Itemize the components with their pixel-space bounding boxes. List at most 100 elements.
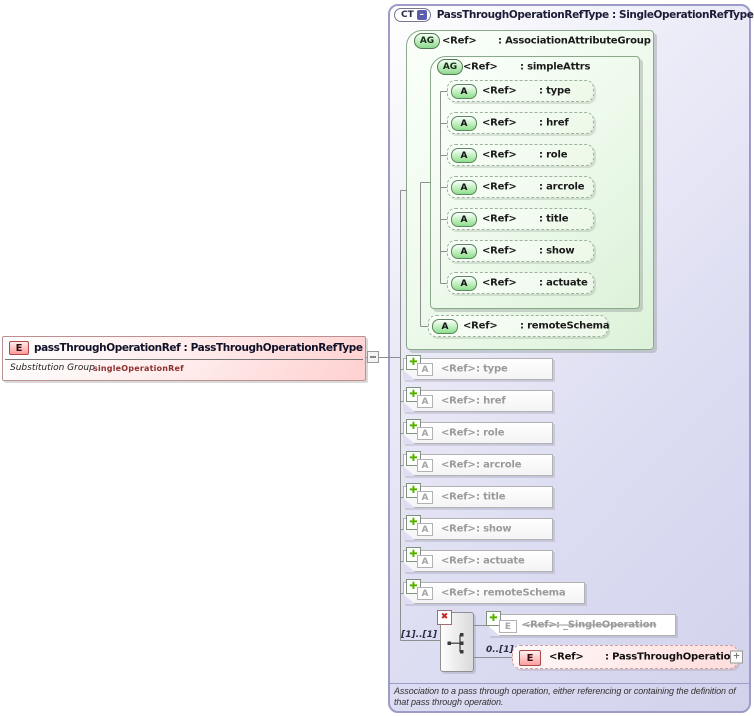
attribute-badge: A	[451, 276, 477, 291]
attr-name: : actuate	[539, 277, 588, 289]
complex-type-badge-label: CT	[401, 10, 414, 20]
element-row-pass-through-operation[interactable]: E <Ref> : PassThroughOperation +	[512, 645, 743, 669]
substitution-group-value: singleOperationRef	[93, 364, 184, 373]
element-row-single-operation[interactable]: ✚ E <Ref> : _SingleOperation	[486, 611, 676, 636]
ref-label: <Ref>	[441, 459, 476, 471]
ref-label: <Ref>	[463, 320, 498, 332]
local-attr-row-role[interactable]: ✚ A <Ref> : role	[403, 419, 553, 444]
ref-label: <Ref>	[441, 427, 476, 439]
attribute-badge: A	[451, 84, 477, 99]
complex-type-title: PassThroughOperationRefType : SingleOper…	[436, 9, 754, 21]
attr-name: : type	[476, 363, 508, 375]
fold-corner	[403, 562, 415, 572]
ref-label: <Ref>	[482, 245, 517, 257]
ref-label: <Ref>	[482, 85, 517, 97]
local-attr-row-show[interactable]: ✚ A <Ref> : show	[403, 515, 553, 540]
ref-label: <Ref>	[441, 587, 476, 599]
attribute-badge: A	[432, 319, 458, 334]
simple-attrs-header[interactable]: AG <Ref> : simpleAttrs	[430, 58, 638, 76]
element-name: : _SingleOperation	[556, 619, 657, 631]
attribute-badge: A	[451, 244, 477, 259]
attr-row-remote-schema[interactable]: A <Ref> : remoteSchema	[428, 315, 610, 337]
ref-label: <Ref>	[522, 619, 557, 631]
local-attr-row-arcrole[interactable]: ✚ A <Ref> : arcrole	[403, 451, 553, 476]
element-badge: E	[519, 650, 541, 666]
attr-name: : arcrole	[476, 459, 522, 471]
attribute-badge: A	[417, 459, 433, 472]
ref-label: <Ref>	[441, 523, 476, 535]
local-attr-row-actuate[interactable]: ✚ A <Ref> : actuate	[403, 547, 553, 572]
attribute-badge: A	[451, 148, 477, 163]
attribute-badge: A	[451, 212, 477, 227]
ref-label: <Ref>	[482, 181, 517, 193]
ref-label: <Ref>	[482, 117, 517, 129]
cardinality-choice: [1]..[1]	[401, 630, 437, 640]
attr-name: : actuate	[476, 555, 525, 567]
attribute-group-name: : AssociationAttributeGroup	[498, 35, 651, 47]
fold-corner	[403, 370, 415, 380]
attr-row-href[interactable]: A <Ref> : href	[447, 112, 594, 134]
fold-corner	[403, 498, 415, 508]
substitution-group-label: Substitution Group	[10, 363, 95, 373]
local-attr-row-type[interactable]: ✚ A <Ref> : type	[403, 355, 553, 380]
attr-row-actuate[interactable]: A <Ref> : actuate	[447, 272, 594, 294]
attribute-badge: A	[417, 491, 433, 504]
attr-name: : type	[539, 85, 571, 97]
choice-compositor[interactable]: ✖	[437, 610, 474, 672]
collapse-icon[interactable]: –	[416, 10, 427, 20]
attr-name: : href	[539, 117, 569, 129]
local-attr-row-title[interactable]: ✚ A <Ref> : title	[403, 483, 553, 508]
attr-name: : remoteSchema	[476, 587, 566, 599]
attr-row-type[interactable]: A <Ref> : type	[447, 80, 594, 102]
attr-name: : title	[539, 213, 569, 225]
ref-label: <Ref>	[441, 555, 476, 567]
attribute-badge: A	[417, 427, 433, 440]
element-title: passThroughOperationRef : PassThroughOpe…	[34, 342, 363, 354]
cardinality-pass-through: 0..[1]	[486, 645, 514, 655]
attr-name: : arcrole	[539, 181, 585, 193]
fold-corner	[403, 530, 415, 540]
element-box[interactable]: E passThroughOperationRef : PassThroughO…	[2, 336, 366, 381]
simple-attrs-name: : simpleAttrs	[520, 61, 591, 73]
attr-name: : role	[476, 427, 505, 439]
attr-row-title[interactable]: A <Ref> : title	[447, 208, 594, 230]
attr-row-show[interactable]: A <Ref> : show	[447, 240, 594, 262]
fold-corner	[403, 434, 415, 444]
ref-label: <Ref>	[441, 395, 476, 407]
fold-corner	[403, 402, 415, 412]
attr-row-arcrole[interactable]: A <Ref> : arcrole	[447, 176, 594, 198]
ref-label: <Ref>	[482, 277, 517, 289]
local-attr-row-remote-schema[interactable]: ✚ A <Ref> : remoteSchema	[403, 579, 585, 604]
add-element-icon[interactable]: ✚	[486, 611, 501, 626]
element-badge: E	[9, 341, 29, 355]
attr-name: : show	[476, 523, 512, 535]
delete-icon[interactable]: ✖	[437, 610, 452, 625]
attribute-badge: A	[417, 587, 433, 600]
annotation-divider	[390, 683, 749, 684]
ref-label: <Ref>	[441, 363, 476, 375]
attr-row-role[interactable]: A <Ref> : role	[447, 144, 594, 166]
association-attribute-group-header[interactable]: AG <Ref> : AssociationAttributeGroup	[406, 32, 652, 50]
expand-icon[interactable]: +	[730, 650, 743, 664]
attr-name: : show	[539, 245, 575, 257]
ref-label: <Ref>	[442, 35, 477, 47]
collapse-handle[interactable]	[367, 351, 379, 363]
ref-label: <Ref>	[441, 491, 476, 503]
element-name: : PassThroughOperation	[605, 651, 738, 663]
attr-name: : role	[539, 149, 568, 161]
attribute-badge: A	[417, 555, 433, 568]
choice-tree-icon	[447, 633, 464, 654]
ref-label: <Ref>	[549, 651, 584, 663]
attribute-badge: A	[417, 395, 433, 408]
attribute-badge: A	[451, 116, 477, 131]
ref-label: <Ref>	[482, 149, 517, 161]
attribute-group-badge: AG	[414, 33, 440, 49]
attribute-badge: A	[417, 523, 433, 536]
fold-corner	[403, 594, 415, 604]
attribute-badge: A	[451, 180, 477, 195]
element-divider	[5, 359, 363, 360]
local-attr-row-href[interactable]: ✚ A <Ref> : href	[403, 387, 553, 412]
attr-name: : remoteSchema	[520, 320, 610, 332]
fold-corner	[403, 466, 415, 476]
element-badge: E	[499, 620, 517, 633]
